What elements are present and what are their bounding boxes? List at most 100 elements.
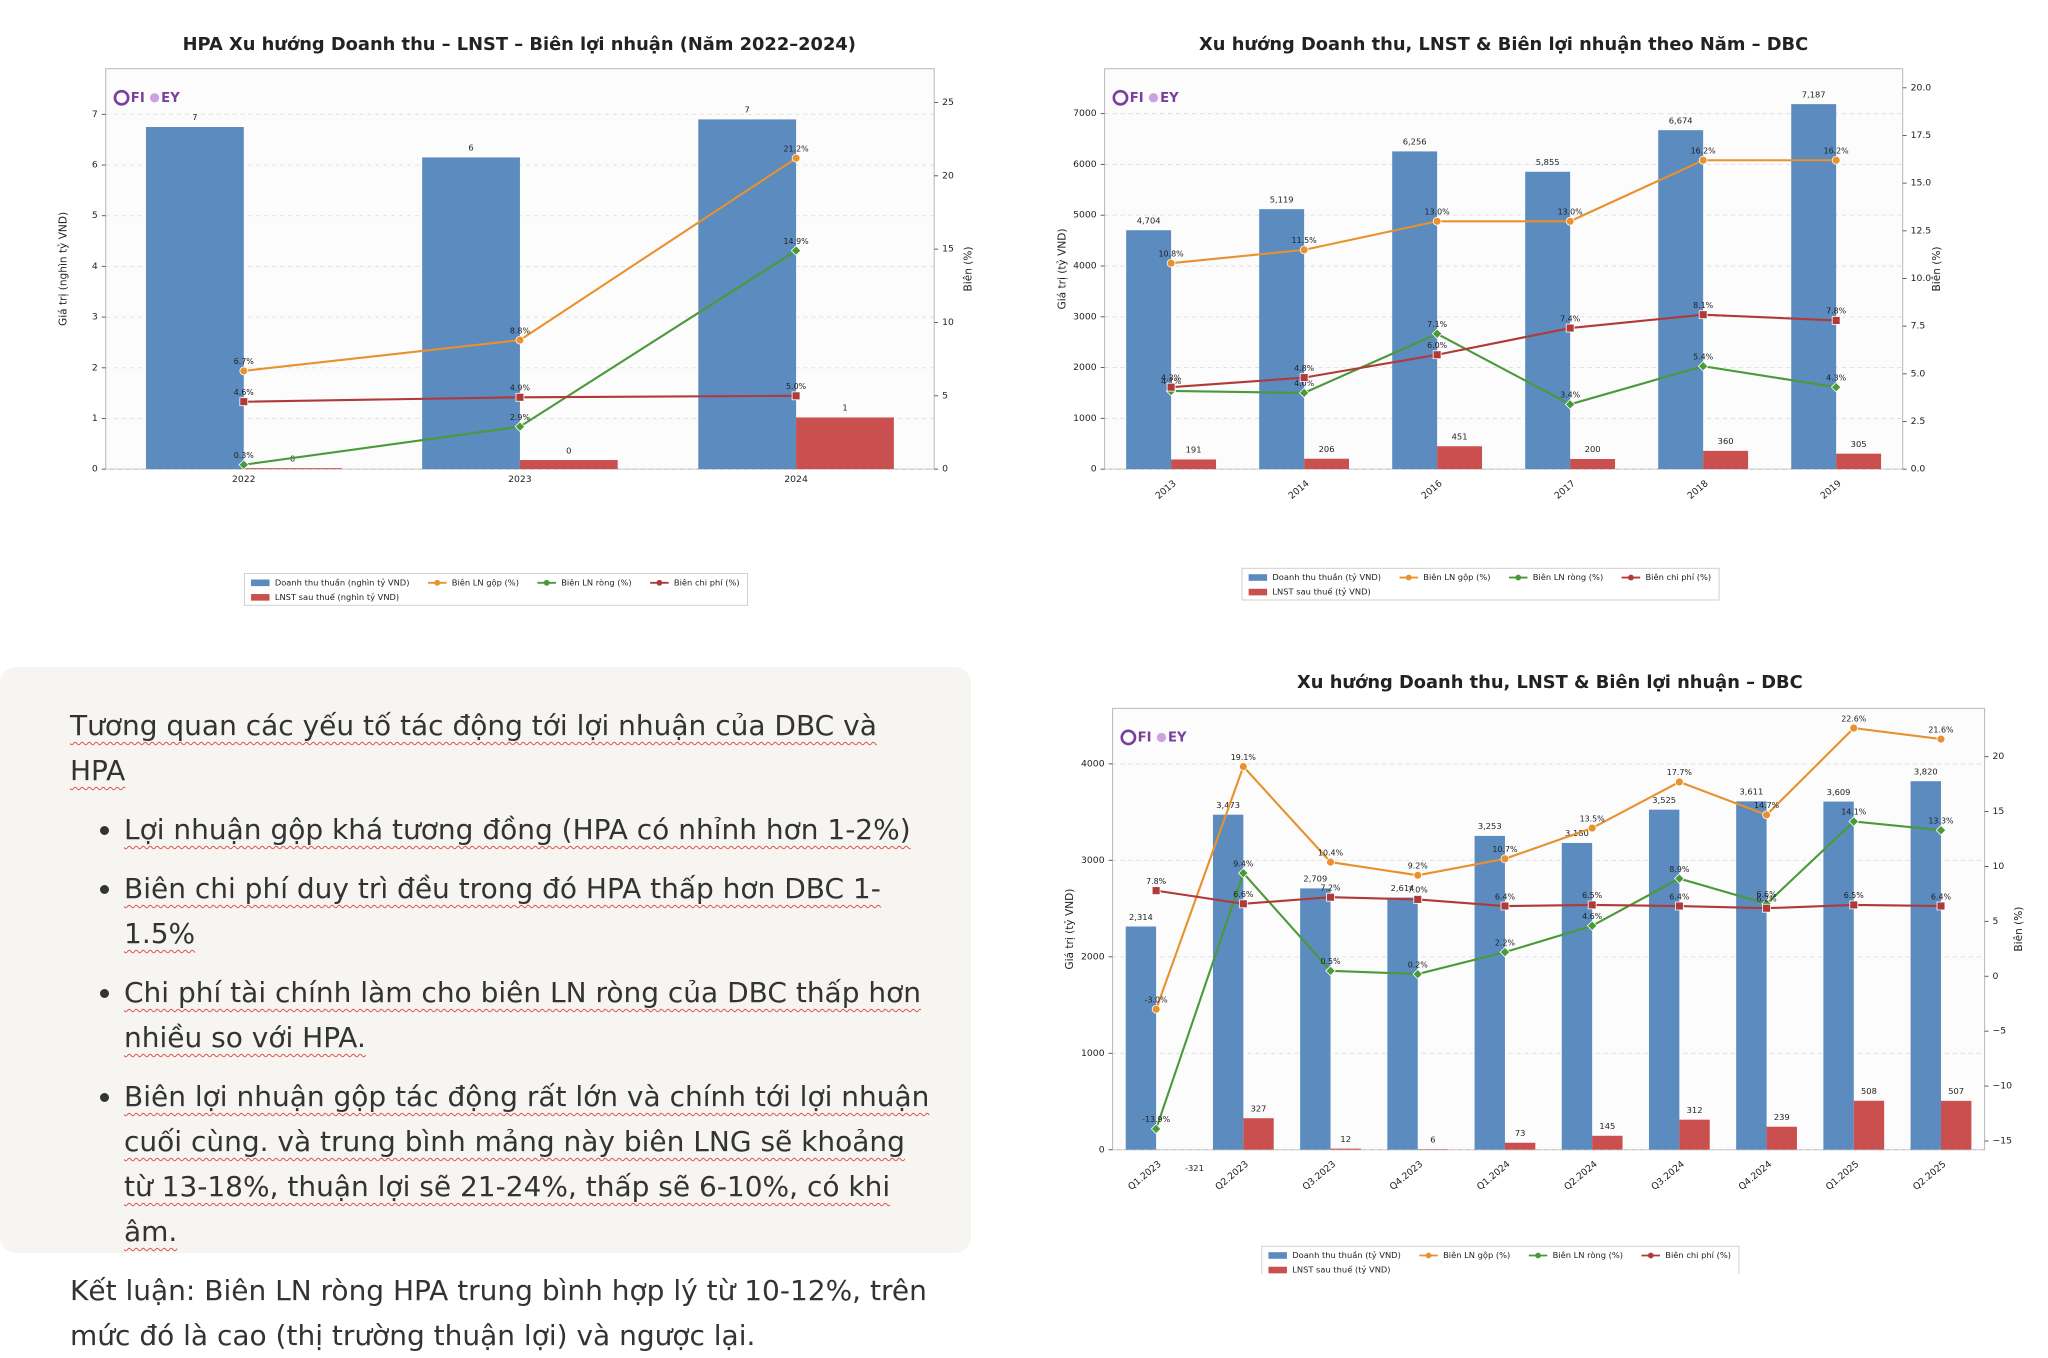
bar	[1474, 835, 1505, 1150]
data-label: 6	[468, 143, 473, 153]
charts: HPA Xu hướng Doanh thu – LNST – Biên lợi…	[57, 34, 2025, 1274]
data-label: 7,187	[1802, 89, 1826, 99]
note: Tương quan các yếu tố tác động tới lợi n…	[0, 667, 971, 1352]
marker	[1674, 777, 1684, 787]
legend-marker	[1425, 1252, 1432, 1259]
data-label: 7	[192, 112, 197, 122]
data-label: 191	[1186, 445, 1202, 455]
data-label: 508	[1861, 1086, 1877, 1096]
data-label: 4.6%	[234, 388, 255, 397]
marker	[1299, 373, 1309, 382]
marker	[1565, 216, 1575, 226]
watermark: FI	[1138, 730, 1152, 745]
watermark: EY	[1168, 730, 1187, 745]
marker	[1499, 946, 1511, 958]
y-axis-label: Giá trị (nghìn tỷ VND)	[57, 212, 69, 326]
marker	[1762, 903, 1771, 913]
marker	[1413, 895, 1423, 904]
legend-label: Doanh thu thuần (tỷ VND)	[1272, 572, 1381, 582]
y2-tick-label: 2.5	[1911, 416, 1926, 427]
data-label: 7.4%	[1560, 314, 1581, 323]
x-tick-label: 2023	[508, 474, 532, 485]
bar	[422, 157, 520, 470]
chart-title: Xu hướng Doanh thu, LNST & Biên lợi nhuậ…	[1199, 34, 1808, 55]
bar	[1836, 453, 1882, 470]
y2-tick-label: 10	[1993, 861, 2005, 872]
y-tick-label: 2000	[1081, 951, 1105, 962]
y-tick-label: 0	[1099, 1144, 1105, 1155]
marker	[791, 153, 801, 163]
logo-flower	[149, 93, 160, 103]
legend: Doanh thu thuần (nghìn tỷ VND) Biên LN gộ…	[243, 573, 749, 606]
data-label: 6.5%	[1582, 891, 1603, 900]
marker	[1413, 870, 1423, 880]
y2-axis-label: Biên (%)	[2013, 907, 2025, 952]
marker	[1936, 734, 1946, 744]
y-axis-label: Giá trị (tỷ VND)	[1056, 228, 1068, 309]
legend-label: Biên LN ròng (%)	[561, 577, 631, 587]
y2-axis-label: Biên (%)	[963, 246, 975, 291]
data-label: 0.3%	[234, 451, 255, 460]
legend-swatch	[1248, 574, 1268, 581]
bar	[1392, 151, 1438, 470]
bar	[1703, 450, 1749, 470]
marker	[1698, 155, 1708, 165]
marker	[1849, 900, 1859, 910]
data-label: 360	[1718, 436, 1734, 446]
bar	[519, 460, 618, 470]
bar	[146, 127, 244, 470]
y-tick-label: 7	[92, 109, 98, 120]
data-label: 6.6%	[1233, 890, 1254, 899]
y-tick-label: 3000	[1073, 311, 1097, 322]
data-label: 206	[1319, 444, 1335, 454]
data-label: 5,119	[1270, 194, 1294, 204]
marker	[1848, 816, 1860, 827]
data-label: 2,709	[1303, 874, 1327, 884]
bar	[1417, 1149, 1449, 1150]
data-label: 239	[1774, 1112, 1790, 1122]
marker	[1166, 382, 1176, 392]
y2-tick-label: 5	[942, 390, 948, 401]
bar	[1171, 459, 1217, 470]
data-label: 3.4%	[1560, 391, 1581, 400]
marker	[1697, 360, 1709, 372]
bullet: Biên lợi nhuận gộp tác động rất lớn và c…	[124, 1074, 931, 1254]
bar	[1561, 842, 1593, 1150]
marker	[1831, 155, 1841, 165]
marker	[1238, 762, 1248, 771]
bar	[1504, 1142, 1536, 1150]
legend-label: Doanh thu thuần (tỷ VND)	[1292, 1250, 1401, 1260]
marker	[1587, 823, 1597, 833]
bar	[1910, 781, 1941, 1150]
marker	[514, 421, 526, 432]
bar	[1387, 897, 1418, 1150]
y-tick-label: 3	[92, 312, 98, 323]
data-label: 8.1%	[1693, 301, 1714, 310]
marker	[790, 245, 802, 256]
x-tick-label: 2016	[1420, 478, 1445, 502]
legend-marker	[1515, 574, 1522, 581]
marker	[1238, 899, 1248, 909]
legend-label: LNST sau thuế (tỷ VND)	[1272, 587, 1370, 597]
data-label: 21.6%	[1928, 725, 1954, 734]
x-tick-label: 2022	[232, 474, 256, 485]
y-axis-label: Giá trị (tỷ VND)	[1064, 889, 1076, 970]
data-label: 8.9%	[1669, 865, 1690, 874]
marker	[1238, 867, 1249, 879]
legend-marker	[1405, 574, 1412, 581]
marker	[1674, 873, 1685, 884]
data-label: 13.0%	[1425, 208, 1451, 217]
y2-tick-label: 15	[942, 244, 954, 255]
data-label: 6,256	[1403, 137, 1427, 147]
y2-tick-label: 7.5	[1911, 321, 1926, 332]
marker	[1151, 1004, 1161, 1014]
data-label: 305	[1851, 439, 1867, 449]
bar	[1304, 458, 1350, 470]
y2-tick-label: 15	[1993, 806, 2005, 817]
data-label: 3,820	[1914, 766, 1938, 776]
marker	[515, 335, 525, 345]
data-label: 19.1%	[1231, 753, 1257, 762]
conclusion: Kết luận: Biên LN ròng HPA trung bình hợ…	[70, 1274, 927, 1352]
data-label: 4.1%	[1161, 377, 1182, 386]
legend-label: Biên LN ròng (%)	[1533, 572, 1603, 582]
